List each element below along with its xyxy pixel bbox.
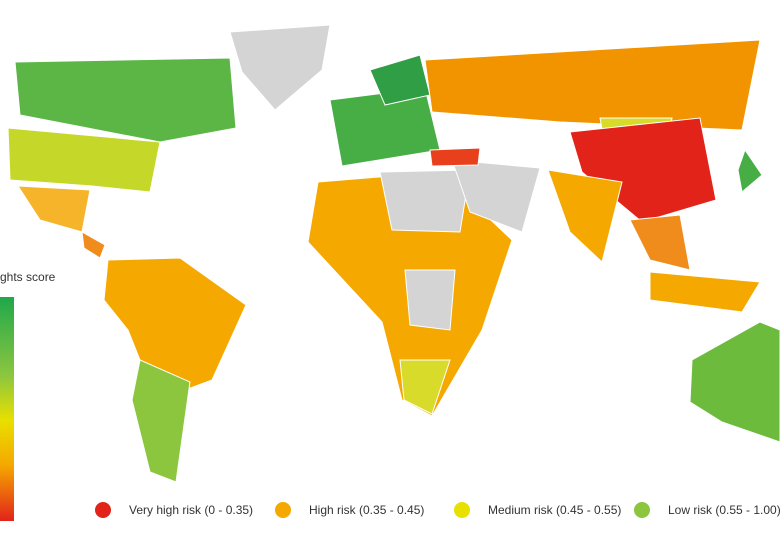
- turkey: [429, 147, 481, 167]
- legend-label: High risk (0.35 - 0.45): [309, 503, 424, 517]
- russia: [424, 39, 761, 131]
- legend-swatch: [275, 502, 291, 518]
- colorbar-title: ghts score: [0, 270, 56, 284]
- legend-swatch: [634, 502, 650, 518]
- colorbar: [0, 297, 14, 521]
- central-america: [81, 231, 106, 259]
- legend-label: Medium risk (0.45 - 0.55): [488, 503, 621, 517]
- south-america-south: [131, 359, 191, 483]
- legend-label: Low risk (0.55 - 1.00): [668, 503, 780, 517]
- china: [569, 117, 717, 223]
- india: [547, 169, 623, 263]
- legend-swatch: [95, 502, 111, 518]
- japan: [737, 148, 763, 193]
- greenland: [229, 24, 331, 111]
- legend: Very high risk (0 - 0.35) High risk (0.35…: [95, 502, 780, 518]
- middle-east: [451, 159, 541, 233]
- south-america: [103, 257, 247, 391]
- indonesia: [649, 271, 761, 313]
- legend-label: Very high risk (0 - 0.35): [129, 503, 253, 517]
- canada: [14, 57, 237, 143]
- mexico: [17, 185, 91, 233]
- legend-swatch: [454, 502, 470, 518]
- australia: [689, 321, 780, 443]
- southern-africa: [399, 359, 451, 415]
- usa: [7, 127, 161, 193]
- sahara: [379, 169, 471, 233]
- se-asia: [629, 214, 691, 271]
- central-africa: [404, 269, 456, 331]
- world-map: [7, 24, 780, 483]
